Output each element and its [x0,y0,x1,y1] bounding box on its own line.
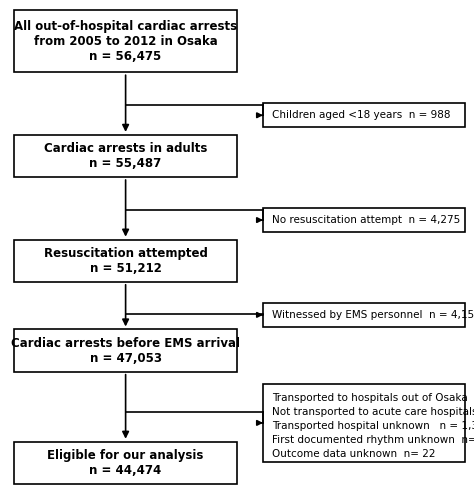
Text: Eligible for our analysis
n = 44,474: Eligible for our analysis n = 44,474 [47,449,204,477]
FancyBboxPatch shape [14,442,237,484]
FancyBboxPatch shape [14,329,237,372]
Text: Cardiac arrests in adults
n = 55,487: Cardiac arrests in adults n = 55,487 [44,142,207,170]
Text: Resuscitation attempted
n = 51,212: Resuscitation attempted n = 51,212 [44,247,208,275]
FancyBboxPatch shape [14,135,237,177]
FancyBboxPatch shape [263,103,465,127]
FancyBboxPatch shape [14,10,237,72]
Text: Transported to hospitals out of Osaka  n= 154
Not transported to acute care hosp: Transported to hospitals out of Osaka n=… [272,393,474,459]
FancyBboxPatch shape [263,208,465,232]
FancyBboxPatch shape [263,303,465,327]
Text: Witnessed by EMS personnel  n = 4,159: Witnessed by EMS personnel n = 4,159 [272,310,474,320]
Text: All out-of-hospital cardiac arrests
from 2005 to 2012 in Osaka
n = 56,475: All out-of-hospital cardiac arrests from… [14,19,237,63]
Text: No resuscitation attempt  n = 4,275: No resuscitation attempt n = 4,275 [272,215,460,225]
Text: Children aged <18 years  n = 988: Children aged <18 years n = 988 [272,110,450,120]
Text: Cardiac arrests before EMS arrival
n = 47,053: Cardiac arrests before EMS arrival n = 4… [11,336,240,365]
FancyBboxPatch shape [263,384,465,462]
FancyBboxPatch shape [14,240,237,282]
